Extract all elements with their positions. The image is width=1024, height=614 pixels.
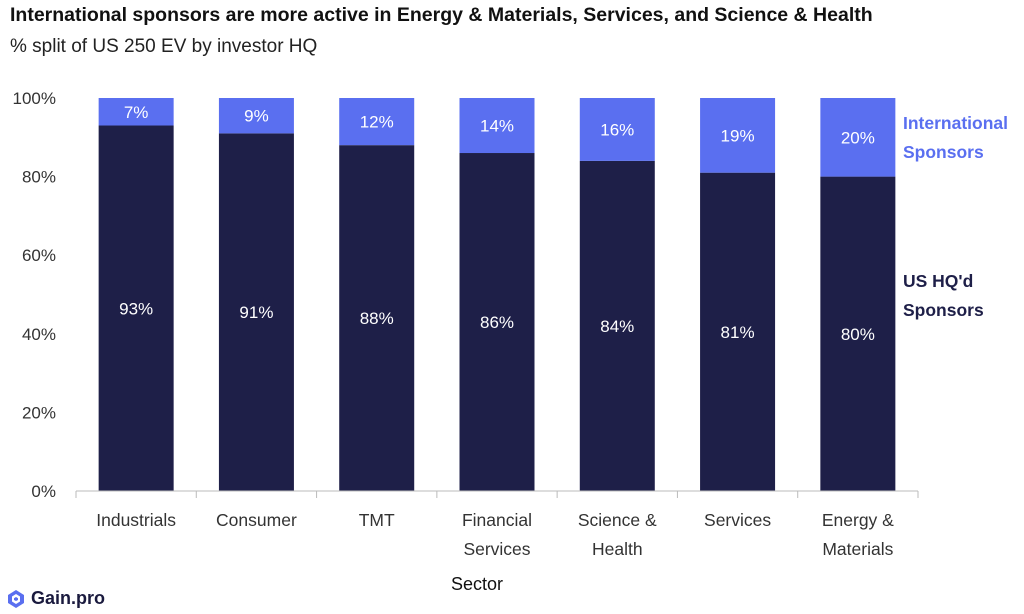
legend-us-hq-sponsors: US HQ'd Sponsors [903, 271, 984, 320]
bar-us-hq-sponsors [98, 125, 174, 491]
chart-title: International sponsors are more active i… [10, 4, 873, 26]
data-label: 80% [841, 325, 875, 344]
y-tick-label: 20% [22, 403, 56, 422]
y-tick-label: 40% [22, 325, 56, 344]
x-tick-label: Health [592, 539, 643, 559]
y-tick-label: 60% [22, 246, 56, 265]
y-tick-label: 0% [31, 482, 56, 501]
bar-international-sponsors [339, 98, 415, 146]
bar-us-hq-sponsors [218, 133, 294, 491]
data-label: 84% [600, 317, 634, 336]
y-tick-label: 80% [22, 168, 56, 187]
x-tick-label: Science & [578, 510, 657, 530]
bar-international-sponsors [98, 98, 174, 126]
data-label: 7% [124, 103, 149, 122]
x-tick-label: Industrials [96, 510, 176, 530]
data-label: 93% [119, 299, 153, 318]
bar-us-hq-sponsors [339, 145, 415, 491]
data-label: 81% [721, 323, 755, 342]
bar-international-sponsors [820, 98, 896, 177]
x-tick-label: Materials [822, 539, 893, 559]
bar-us-hq-sponsors [459, 153, 535, 491]
bar-international-sponsors [579, 98, 655, 161]
data-label: 20% [841, 128, 875, 147]
x-tick-label: Services [463, 539, 530, 559]
data-label: 86% [480, 313, 514, 332]
data-label: 16% [600, 120, 634, 139]
data-label: 91% [239, 303, 273, 322]
gain-logo-icon [8, 589, 24, 608]
bar-international-sponsors [459, 98, 535, 154]
data-label: 19% [721, 126, 755, 145]
data-label: 12% [360, 113, 394, 132]
x-tick-label: Consumer [216, 510, 297, 530]
x-axis: Industrials Consumer TMT Financial Services S… [75, 490, 919, 559]
x-tick-label: Financial [462, 510, 532, 530]
bar-us-hq-sponsors [820, 176, 896, 491]
data-label: 9% [244, 107, 269, 126]
bar-us-hq-sponsors [579, 160, 655, 491]
brand-name: Gain.pro [31, 588, 106, 608]
brand-logo: Gain.pro [6, 588, 105, 609]
bar-international-sponsors [218, 98, 294, 134]
x-axis-title: Sector [450, 574, 504, 594]
y-tick-label: 100% [13, 89, 56, 108]
data-label: 88% [360, 309, 394, 328]
legend-international-sponsors: International Sponsors [903, 113, 1009, 162]
y-axis: 0% 20% 40% 60% 80% 100% [13, 89, 56, 501]
bar-us-hq-sponsors [700, 172, 776, 492]
bars: 93% 7% 91% 9% 88% 12% 86% 14% 84% 16% 81% 19% 80% 20% [98, 98, 896, 492]
data-label: 14% [480, 117, 514, 136]
bar-international-sponsors [700, 98, 776, 173]
x-tick-label: Services [704, 510, 771, 530]
x-tick-label: Energy & [822, 510, 894, 530]
chart-subtitle: % split of US 250 EV by investor HQ [10, 36, 318, 57]
x-tick-label: TMT [359, 510, 395, 530]
